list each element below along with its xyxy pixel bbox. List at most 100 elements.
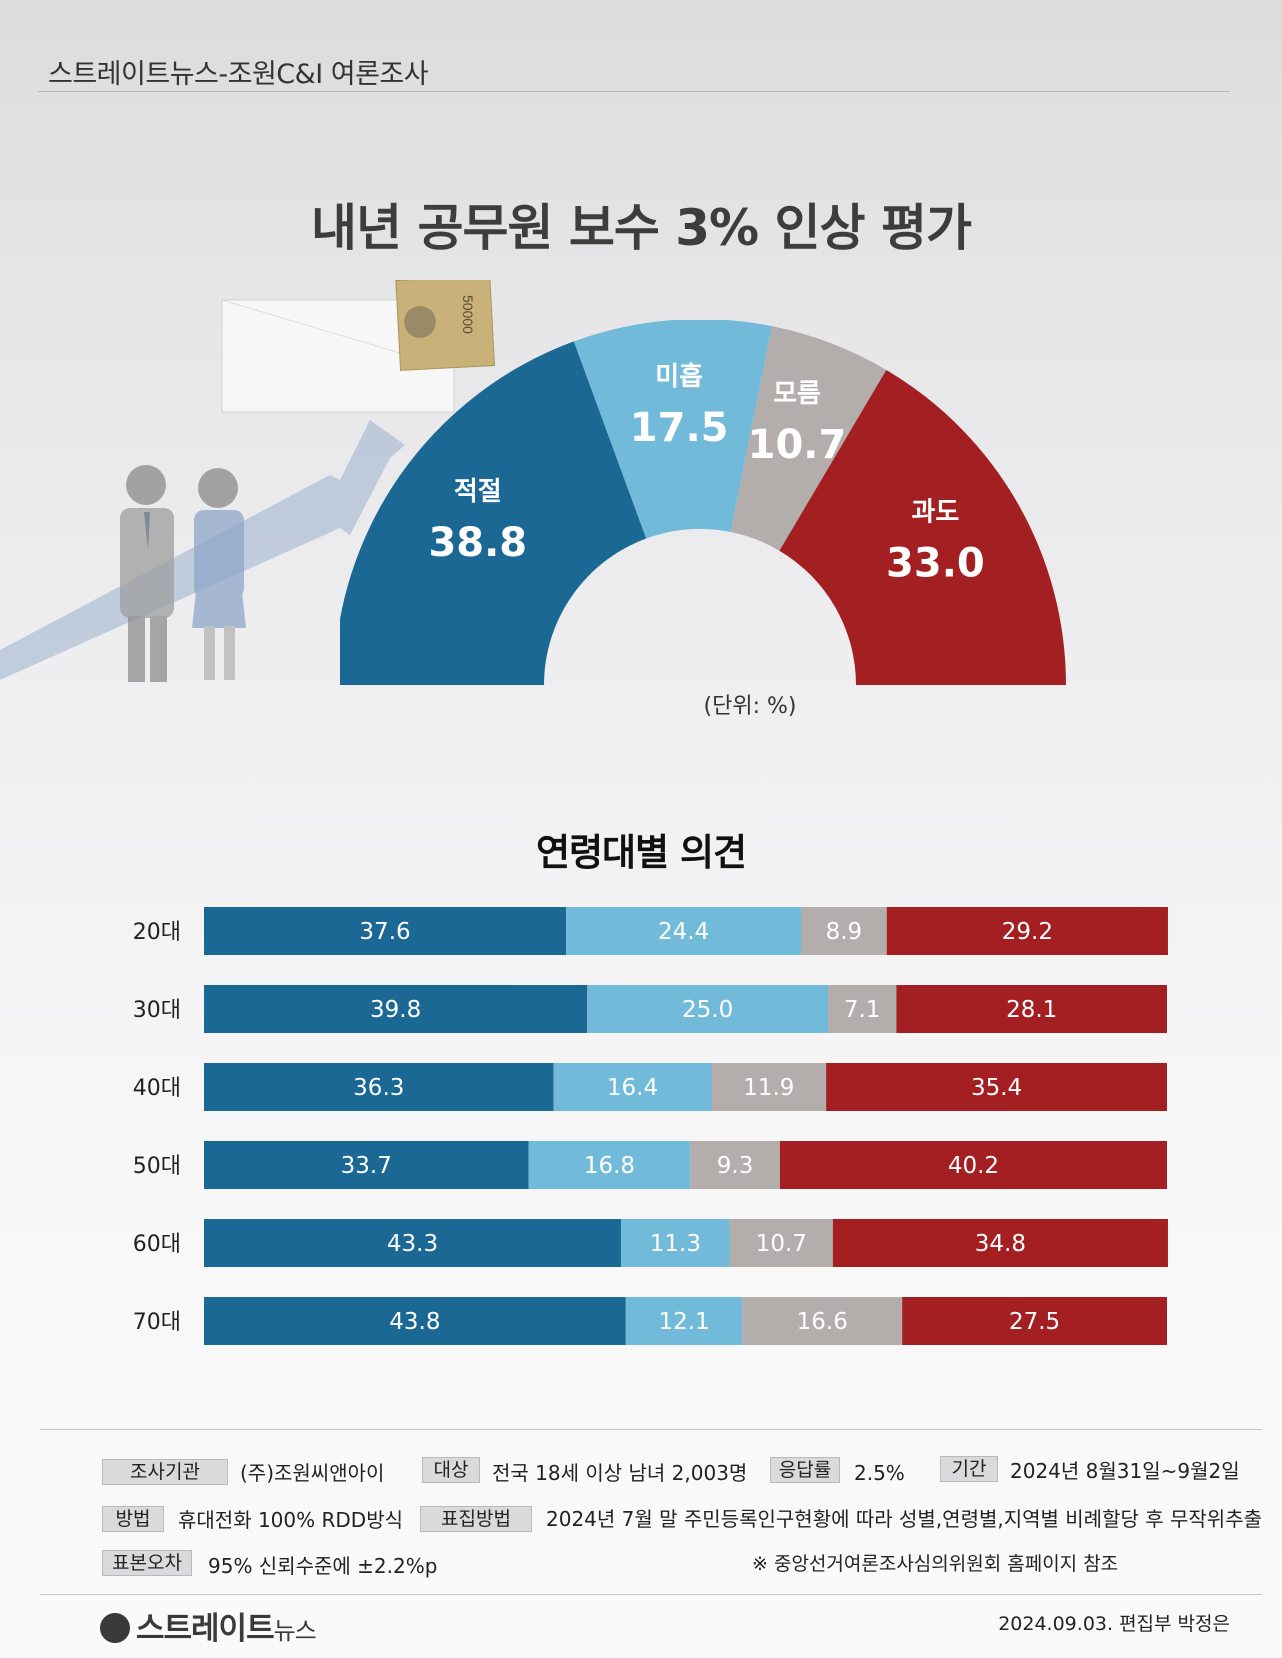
bar-value-label: 27.5	[1009, 1309, 1060, 1335]
logo-main-text: 스트레이트	[136, 1611, 275, 1647]
bar-value-label: 16.8	[584, 1153, 635, 1179]
donut-slice	[779, 369, 1066, 685]
bar-value-label: 40.2	[948, 1153, 999, 1179]
bar-segment	[742, 1297, 903, 1345]
bar-segment	[204, 1141, 529, 1189]
age-category-label: 70대	[133, 1310, 181, 1335]
period-value: 2024년 8월31일~9월2일	[1010, 1459, 1240, 1483]
slice-category-label: 적절	[454, 477, 502, 507]
banknote-text: 50000	[460, 295, 476, 334]
bar-value-label: 28.1	[1006, 997, 1057, 1023]
donut-slice	[730, 326, 887, 551]
bar-segment	[902, 1297, 1167, 1345]
bar-value-label: 29.2	[1002, 919, 1053, 945]
info-divider-bottom	[40, 1594, 1262, 1595]
slice-value-label: 17.5	[630, 405, 729, 451]
slice-value-label: 10.7	[748, 422, 847, 468]
agency-tag: 조사기관	[102, 1459, 228, 1485]
age-category-label: 40대	[133, 1076, 181, 1101]
age-stacked-bar-chart: 20대 37.6 24.4 8.9 29.2 30대 39.8 25.0 7.1 28.1 40대 3…	[133, 907, 1168, 1345]
age-category-label: 50대	[133, 1154, 181, 1179]
error-value: 95% 신뢰수준에 ±2.2%p	[208, 1554, 438, 1578]
method-tag: 방법	[102, 1506, 164, 1532]
bar-segment	[204, 907, 567, 955]
agency-value: (주)조원씨앤아이	[240, 1461, 385, 1485]
unit-label: (단위: %)	[703, 694, 797, 719]
bar-value-label: 8.9	[826, 919, 863, 945]
salary-illustration: 50000	[0, 280, 495, 682]
response-tag: 응답률	[770, 1457, 840, 1483]
bar-segment	[896, 985, 1167, 1033]
logo-sub-text: 뉴스	[273, 1617, 317, 1645]
bar-value-label: 34.8	[975, 1231, 1026, 1257]
slice-category-label: 모름	[773, 379, 821, 409]
brand-logo: 스트레이트뉴스	[100, 1603, 317, 1648]
bar-segment	[204, 1219, 621, 1267]
slice-value-label: 33.0	[886, 541, 985, 587]
bar-segment	[779, 1141, 1167, 1189]
age-category-label: 30대	[133, 998, 181, 1023]
bar-segment	[204, 985, 588, 1033]
bar-segment	[711, 1063, 827, 1111]
logo-mark-icon	[100, 1612, 130, 1643]
bar-value-label: 43.3	[387, 1231, 438, 1257]
bar-segment	[528, 1141, 691, 1189]
bar-value-label: 16.4	[607, 1075, 658, 1101]
opinion-donut-chart: 적절 38.8 미흡 17.5 모름 10.7 과도 33.0	[340, 320, 1066, 685]
bar-segment	[832, 1219, 1168, 1267]
period-tag: 기간	[940, 1456, 998, 1482]
sampling-value: 2024년 7월 말 주민등록인구현황에 따라 성별,연령별,지역별 비례할당 …	[546, 1507, 1262, 1531]
bar-value-label: 39.8	[370, 997, 421, 1023]
bar-segment	[729, 1219, 833, 1267]
man-figure-icon	[120, 465, 174, 682]
bar-value-label: 33.7	[341, 1153, 392, 1179]
age-chart-title: 연령대별 의견	[535, 831, 747, 874]
info-divider-top	[40, 1429, 1262, 1430]
sampling-tag: 표집방법	[420, 1506, 532, 1532]
date-credit: 2024.09.03. 편집부 박정은	[998, 1613, 1230, 1635]
bar-segment	[886, 907, 1168, 955]
error-tag: 표본오차	[102, 1550, 192, 1576]
source-note: ※ 중앙선거여론조사심의위원회 홈페이지 참조	[752, 1553, 1119, 1575]
bar-segment	[620, 1219, 730, 1267]
donut-slice	[573, 320, 772, 539]
slice-value-label: 38.8	[428, 520, 527, 566]
header-divider	[38, 91, 1230, 92]
bar-value-label: 12.1	[658, 1309, 709, 1335]
method-value: 휴대전화 100% RDD방식	[178, 1508, 403, 1532]
bar-value-label: 16.6	[797, 1309, 848, 1335]
bar-value-label: 43.8	[389, 1309, 440, 1335]
bar-value-label: 35.4	[971, 1075, 1022, 1101]
woman-figure-icon	[192, 468, 246, 680]
bar-value-label: 7.1	[844, 997, 881, 1023]
bar-segment	[204, 1063, 554, 1111]
bar-segment	[828, 985, 897, 1033]
chart-title: 내년 공무원 보수 3% 인상 평가	[311, 199, 972, 257]
age-category-label: 60대	[133, 1232, 181, 1257]
bar-segment	[553, 1063, 712, 1111]
bar-segment	[587, 985, 829, 1033]
age-category-label: 20대	[133, 920, 181, 945]
bar-segment	[801, 907, 887, 955]
slice-category-label: 과도	[911, 498, 959, 528]
bar-value-label: 36.3	[353, 1075, 404, 1101]
bar-value-label: 10.7	[756, 1231, 807, 1257]
slice-category-label: 미흡	[655, 362, 703, 392]
donut-slice	[340, 341, 647, 685]
bar-value-label: 24.4	[658, 919, 709, 945]
bar-segment	[204, 1297, 626, 1345]
bar-segment	[826, 1063, 1167, 1111]
target-tag: 대상	[422, 1457, 480, 1483]
bar-segment	[566, 907, 802, 955]
bar-value-label: 25.0	[682, 997, 733, 1023]
bar-segment	[690, 1141, 780, 1189]
bar-value-label: 37.6	[359, 919, 410, 945]
source-title: 스트레이트뉴스-조원C&I 여론조사	[48, 59, 429, 90]
envelope-icon: 50000	[221, 280, 495, 413]
bar-value-label: 9.3	[717, 1153, 754, 1179]
bar-segment	[625, 1297, 743, 1345]
bar-value-label: 11.3	[650, 1231, 701, 1257]
response-value: 2.5%	[854, 1461, 905, 1485]
bar-value-label: 11.9	[743, 1075, 794, 1101]
target-value: 전국 18세 이상 남녀 2,003명	[492, 1461, 748, 1485]
